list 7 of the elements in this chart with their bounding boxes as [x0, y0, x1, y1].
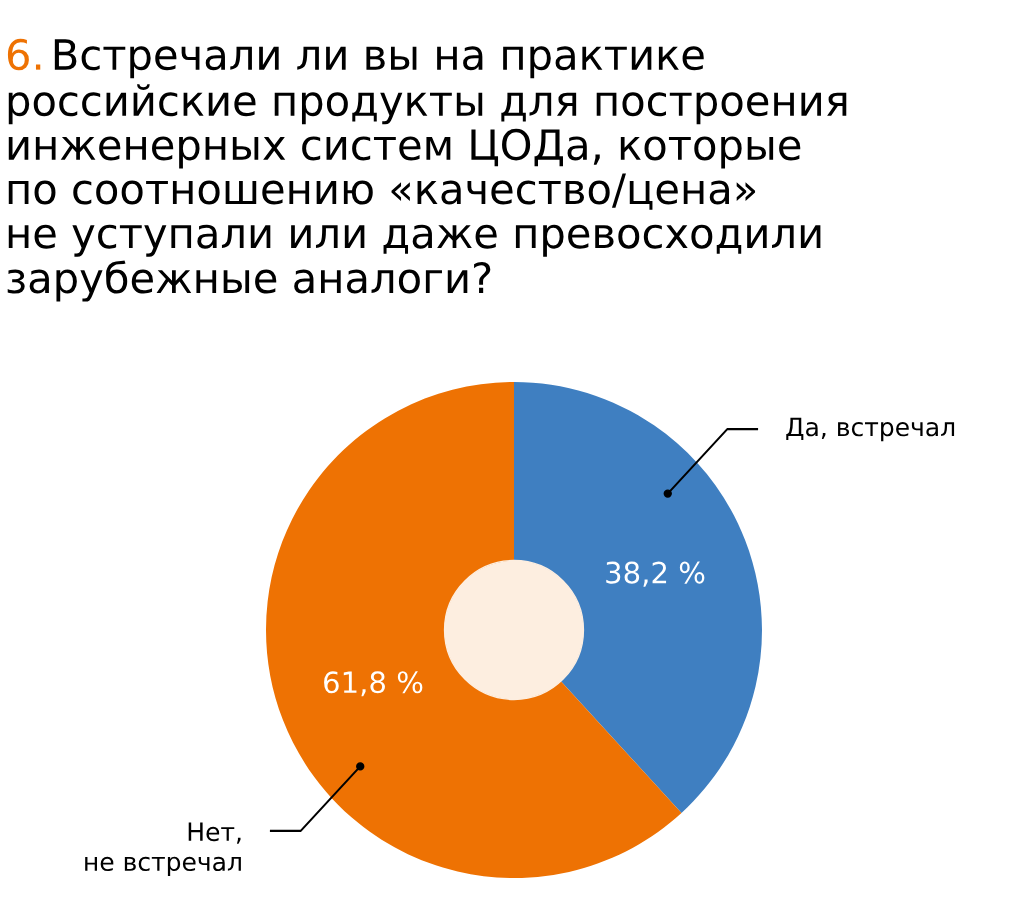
pie-slice [266, 382, 682, 878]
pie-slice [514, 382, 762, 813]
data-label: 38,2 % [606, 561, 705, 587]
chart-title: 6. Встречали ли вы на практике российские продукты для построения инженерных систем ЦОДа, которые по соотношению «качество/цена» не уступали или даже превосходили зарубежные аналоги? [7, 38, 847, 302]
slice-label: Нет, не встречал [85, 822, 241, 876]
slice-label: Да, встречал [786, 417, 955, 442]
data-label: 61,8 % [324, 671, 423, 697]
